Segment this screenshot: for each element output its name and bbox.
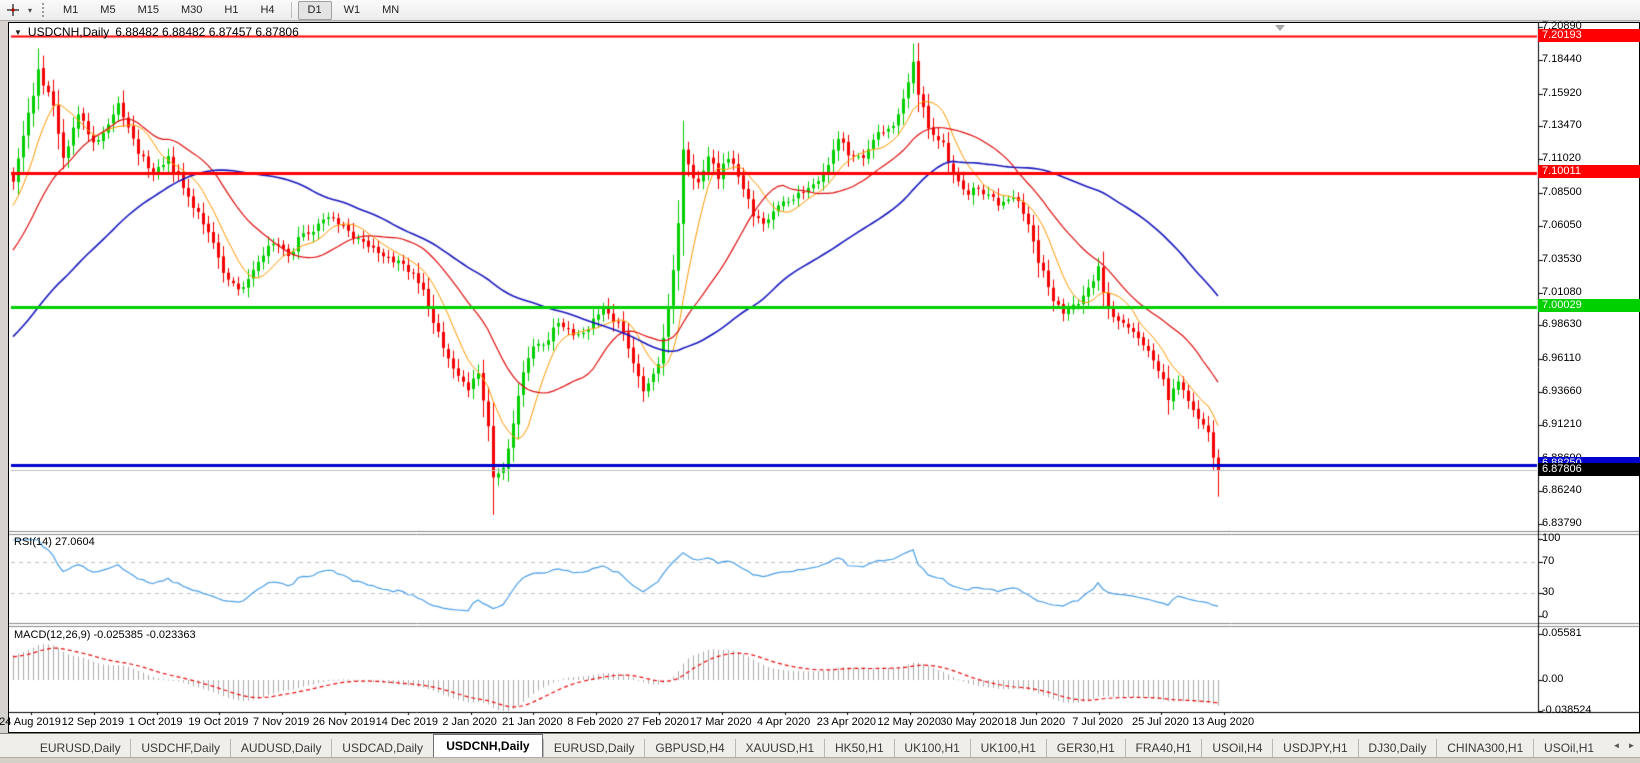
date-axis-label: 18 Jun 2020: [1004, 716, 1066, 728]
price-axis-tick: 6.96110: [1542, 352, 1581, 365]
crosshair-tool-icon: [7, 4, 19, 16]
tab-scroll-left-icon[interactable]: ◄: [1612, 741, 1621, 750]
chart-tab-usoil-h4[interactable]: USOil,H4: [1201, 739, 1272, 758]
timeframe-button-d1[interactable]: D1: [297, 0, 332, 20]
crosshair-tool-button[interactable]: [2, 1, 24, 19]
price-axis-tick: 7.15920: [1542, 86, 1582, 99]
chart-ohlc-values: 6.88482 6.88482 6.87457 6.87806: [115, 25, 299, 39]
toolbar-grip[interactable]: [42, 3, 44, 17]
chart-tab-uk100-h1[interactable]: UK100,H1: [893, 739, 970, 758]
price-axis-tick: 6.98630: [1542, 318, 1582, 331]
chart-shift-marker-icon: [1275, 25, 1285, 31]
date-axis-label: 8 Feb 2020: [567, 716, 624, 728]
chart-tab-usdjpy-h1[interactable]: USDJPY,H1: [1272, 739, 1357, 758]
toolbar-separator: [290, 2, 292, 18]
price-axis-tick: 6.91210: [1542, 417, 1582, 430]
chart-tab-usdchf-daily[interactable]: USDCHF,Daily: [130, 739, 229, 758]
chart-tab-gbpusd-h4[interactable]: GBPUSD,H4: [644, 739, 734, 758]
chart-window: [8, 22, 1640, 733]
chart-tab-usdcad-daily[interactable]: USDCAD,Daily: [331, 739, 432, 758]
tab-scroll-right-icon[interactable]: ►: [1627, 741, 1636, 750]
timeframe-button-w1[interactable]: W1: [343, 3, 361, 16]
rsi-indicator-label: RSI(14) 27.0604: [14, 536, 95, 548]
chart-tab-audusd-daily[interactable]: AUDUSD,Daily: [229, 739, 331, 758]
chart-tab-uk100-h1[interactable]: UK100,H1: [969, 739, 1046, 758]
price-axis-tick: 7.11020: [1542, 152, 1581, 165]
tabs-holder: EURUSD,Daily USDCHF,Daily AUDUSD,Daily USDC…: [30, 734, 1604, 758]
date-axis-label: 12 May 2020: [877, 716, 941, 728]
date-axis-label: 12 Sep 2019: [61, 716, 124, 728]
chart-tab-dj30-daily[interactable]: DJ30,Daily: [1357, 739, 1437, 758]
date-axis-label: 24 Aug 2019: [0, 716, 61, 728]
price-axis-tick: 7.08500: [1542, 186, 1582, 199]
date-axis-label: 30 May 2020: [940, 716, 1004, 728]
chart-title-bar: ▼ USDCNH,Daily 6.88482 6.88482 6.87457 6…: [14, 25, 299, 39]
date-axis-label: 2 Jan 2020: [442, 716, 497, 728]
date-axis-label: 25 Jul 2020: [1131, 716, 1189, 728]
chart-tab-eurusd-daily[interactable]: EURUSD,Daily: [39, 741, 121, 755]
tab-scroll-arrows: ◄ ►: [1604, 734, 1640, 758]
top-toolbar: ▾ M1 M5 M15 M30 H1 H4 D1 W1 MN: [0, 0, 1640, 21]
timeframe-button-m30[interactable]: M30: [180, 3, 203, 16]
timeframe-button-m5[interactable]: M5: [100, 3, 116, 16]
date-axis-label: 23 Apr 2020: [816, 716, 877, 728]
chart-tab-eurusd-daily[interactable]: EURUSD,Daily: [542, 739, 644, 758]
date-axis-label: 17 Mar 2020: [689, 716, 752, 728]
chart-collapse-icon[interactable]: ▼: [14, 27, 22, 37]
price-axis-tick: 7.13470: [1542, 119, 1582, 132]
chart-canvas[interactable]: [9, 23, 1639, 732]
rsi-axis-tick: 0: [1542, 609, 1549, 621]
chart-tab-xauusd-h1[interactable]: XAUUSD,H1: [734, 739, 824, 758]
status-bar-sliver: [0, 757, 1640, 763]
date-axis-label: 7 Nov 2019: [253, 716, 310, 728]
timeframe-buttons: M1 M5 M15 M30 H1 H4 D1 W1 MN: [52, 0, 410, 20]
date-axis-label: 7 Jul 2020: [1072, 716, 1123, 728]
price-axis-tick: 6.83790: [1542, 517, 1582, 530]
price-axis-tick: 7.18440: [1542, 52, 1582, 65]
chart-tab-usoil-h1[interactable]: USOil,H1: [1533, 739, 1604, 758]
price-level-chip: 7.00029: [1538, 299, 1640, 312]
macd-axis-tick: 0.00: [1542, 673, 1564, 685]
macd-axis-tick: -0.038524: [1542, 704, 1592, 716]
date-axis-label: 13 Aug 2020: [1192, 716, 1255, 728]
timeframe-button-m15[interactable]: M15: [137, 3, 159, 16]
chart-tab-china300-h1[interactable]: CHINA300,H1: [1436, 739, 1533, 758]
chart-tab-ger30-h1[interactable]: GER30,H1: [1045, 739, 1125, 758]
timeframe-button-h1[interactable]: H1: [224, 3, 239, 16]
chart-tab-hk50-h1[interactable]: HK50,H1: [824, 739, 893, 758]
date-axis-label: 4 Apr 2020: [756, 716, 811, 728]
rsi-axis-tick: 70: [1542, 555, 1555, 568]
date-axis-label: 27 Feb 2020: [627, 716, 689, 728]
chart-tab-fra40-h1[interactable]: FRA40,H1: [1124, 739, 1202, 758]
chart-symbol-title: USDCNH,Daily: [27, 25, 110, 39]
rsi-axis-tick: 30: [1542, 585, 1555, 598]
price-level-chip: 7.10011: [1538, 165, 1640, 178]
price-axis-tick: 7.01080: [1542, 285, 1582, 298]
price-level-chip: 7.20193: [1538, 29, 1640, 42]
price-axis-tick: 7.03530: [1542, 252, 1582, 265]
timeframe-button-mn[interactable]: MN: [382, 3, 400, 16]
chart-tab-usdcnh-daily[interactable]: USDCNH,Daily: [432, 734, 543, 758]
date-axis-label: 1 Oct 2019: [128, 716, 183, 728]
date-axis-label: 19 Oct 2019: [188, 716, 249, 728]
macd-axis-tick: 0.05581: [1542, 626, 1582, 639]
macd-indicator-label: MACD(12,26,9) -0.025385 -0.023363: [14, 629, 196, 641]
date-axis-label: 14 Dec 2019: [375, 716, 438, 728]
price-axis-tick: 7.06050: [1542, 218, 1582, 231]
price-axis-tick: 6.93660: [1542, 385, 1582, 398]
date-axis-label: 26 Nov 2019: [312, 716, 376, 728]
timeframe-button-h4[interactable]: H4: [260, 3, 275, 16]
bid-price-chip: 6.87806: [1538, 463, 1640, 476]
rsi-axis-tick: 100: [1542, 532, 1561, 544]
tool-dropdown-arrow-icon[interactable]: ▾: [27, 5, 32, 15]
timeframe-button-m1[interactable]: M1: [63, 3, 79, 16]
date-axis-label: 21 Jan 2020: [502, 716, 563, 728]
chart-tab-bar: EURUSD,Daily USDCHF,Daily AUDUSD,Daily USDC…: [0, 733, 1640, 758]
price-axis-tick: 6.86240: [1542, 484, 1582, 497]
window-left-edge: [0, 22, 8, 733]
